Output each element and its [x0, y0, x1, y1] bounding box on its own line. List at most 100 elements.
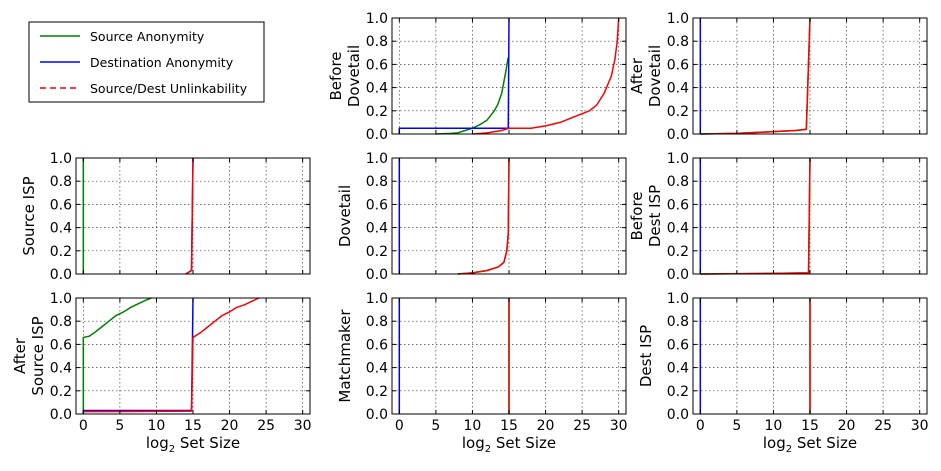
y-tick-label: 0.0: [667, 407, 689, 423]
y-tick-label: 1.0: [366, 291, 388, 307]
x-tick-label: 15: [184, 418, 202, 434]
y-tick-label: 0.0: [366, 407, 388, 423]
x-tick-label: 20: [221, 418, 239, 434]
y-tick-label: 1.0: [366, 151, 388, 167]
panel-r2-c1: 0 5 10 15 20 25 30 0.0 0.2 0.4 0.6 0.8 1.0 Matchmaker…: [336, 291, 628, 455]
x-tick-label: 25: [874, 418, 892, 434]
x-tick-label: 5: [732, 418, 741, 434]
x-tick-label: 10: [765, 418, 783, 434]
y-axis-label: Dest ISP: [646, 185, 664, 247]
x-tick-label: 5: [115, 418, 124, 434]
x-tick-label: 0: [395, 418, 404, 434]
series-line-source-anonymity: [457, 157, 510, 275]
y-axis-label: Dovetail: [336, 185, 354, 247]
y-tick-label: 1.0: [667, 11, 689, 27]
y-tick-label: 0.2: [366, 104, 388, 120]
series-line-source-anonymity: [435, 57, 510, 135]
x-tick-label: 20: [838, 418, 856, 434]
y-axis-label: Dest ISP: [637, 325, 655, 387]
x-tick-label: 25: [257, 418, 275, 434]
series-line-source-dest-unlinkability: [700, 157, 811, 275]
y-tick-label: 0.4: [50, 361, 72, 377]
y-tick-label: 0.4: [50, 221, 72, 237]
y-tick-label: 0.8: [667, 34, 689, 50]
y-axis-label: Source ISP: [29, 316, 47, 395]
x-axis-label-sub: 2: [786, 444, 792, 455]
y-tick-label: 1.0: [667, 151, 689, 167]
y-tick-label: 0.2: [667, 104, 689, 120]
y-axis-label: Before: [628, 191, 646, 240]
x-tick-label: 30: [911, 418, 929, 434]
y-tick-label: 0.4: [667, 361, 689, 377]
x-axis-label-sub: 2: [169, 444, 175, 455]
y-tick-label: 0.8: [366, 34, 388, 50]
y-tick-label: 0.4: [366, 361, 388, 377]
y-tick-label: 0.4: [366, 221, 388, 237]
y-axis-label: Dovetail: [345, 45, 363, 107]
y-tick-label: 0.8: [366, 174, 388, 190]
y-tick-label: 1.0: [667, 291, 689, 307]
x-tick-label: 10: [464, 418, 482, 434]
x-tick-label: 15: [500, 418, 518, 434]
legend-label-destination-anonymity: Destination Anonymity: [90, 55, 234, 70]
x-axis-label-sub: 2: [485, 444, 491, 455]
y-tick-label: 1.0: [50, 291, 72, 307]
y-tick-label: 0.2: [667, 384, 689, 400]
y-tick-label: 0.6: [667, 337, 689, 353]
x-axis-label-main: log: [763, 434, 786, 452]
panel-r2-c2: 0 5 10 15 20 25 30 0.0 0.2 0.4 0.6 0.8 1.0 Dest ISP lo…: [637, 291, 929, 455]
panel-r1-c2: 0.0 0.2 0.4 0.6 0.8 1.0 Before Dest ISP: [628, 151, 928, 283]
y-tick-label: 0.0: [50, 407, 72, 423]
series-line-source-anonymity: [700, 17, 811, 135]
y-tick-label: 0.6: [366, 57, 388, 73]
y-tick-label: 0.2: [50, 244, 72, 260]
panel-r0-c2: 0.0 0.2 0.4 0.6 0.8 1.0 After Dovetail: [628, 11, 928, 143]
y-tick-label: 0.6: [667, 57, 689, 73]
y-tick-label: 0.0: [366, 127, 388, 143]
x-tick-label: 30: [294, 418, 312, 434]
y-tick-label: 0.4: [667, 221, 689, 237]
y-axis-label: After: [11, 337, 29, 374]
y-tick-label: 0.6: [50, 337, 72, 353]
series-line-source-dest-unlinkability: [185, 157, 194, 275]
y-axis-label: Matchmaker: [336, 309, 354, 403]
x-axis-label: log2 Set Size: [146, 434, 240, 455]
x-axis-label: log2 Set Size: [462, 434, 556, 455]
y-tick-label: 0.4: [366, 81, 388, 97]
series-line-source-dest-unlinkability: [83, 297, 260, 413]
x-tick-label: 0: [696, 418, 705, 434]
series-line-source-anonymity: [82, 297, 152, 414]
y-tick-label: 0.6: [366, 337, 388, 353]
y-tick-label: 1.0: [50, 151, 72, 167]
y-tick-label: 0.8: [667, 314, 689, 330]
y-tick-label: 0.2: [366, 244, 388, 260]
y-tick-label: 0.0: [667, 267, 689, 283]
legend-label-source-anonymity: Source Anonymity: [90, 29, 205, 44]
y-tick-label: 0.8: [366, 314, 388, 330]
y-tick-label: 0.8: [667, 174, 689, 190]
y-tick-label: 0.2: [50, 384, 72, 400]
y-tick-label: 0.2: [366, 384, 388, 400]
panel-r1-c0: 0.0 0.2 0.4 0.6 0.8 1.0 Source ISP: [20, 151, 311, 283]
y-tick-label: 0.6: [667, 197, 689, 213]
legend-box: Source Anonymity Destination Anonymity S…: [28, 21, 265, 103]
y-tick-label: 0.8: [50, 174, 72, 190]
panel-r2-c0: 0 5 10 15 20 25 30 0.0 0.2 0.4 0.6 0.8 1.0 After Sourc…: [11, 291, 312, 455]
x-axis-label: log2 Set Size: [763, 434, 857, 455]
y-tick-label: 0.0: [667, 127, 689, 143]
x-axis-label-main: log: [462, 434, 485, 452]
y-axis-label: Before: [327, 51, 345, 100]
series-line-source-dest-unlinkability: [472, 17, 620, 135]
y-tick-label: 1.0: [366, 11, 388, 27]
x-axis-label-rest: Set Size: [491, 434, 556, 452]
x-tick-label: 10: [148, 418, 166, 434]
x-axis-label-main: log: [146, 434, 169, 452]
y-axis-label: Dovetail: [646, 45, 664, 107]
x-tick-label: 25: [573, 418, 591, 434]
x-tick-label: 15: [801, 418, 819, 434]
x-tick-label: 5: [431, 418, 440, 434]
x-tick-label: 0: [79, 418, 88, 434]
panel-r0-c1: 0.0 0.2 0.4 0.6 0.8 1.0 Before Dovetail: [327, 11, 627, 143]
y-tick-label: 0.2: [667, 244, 689, 260]
